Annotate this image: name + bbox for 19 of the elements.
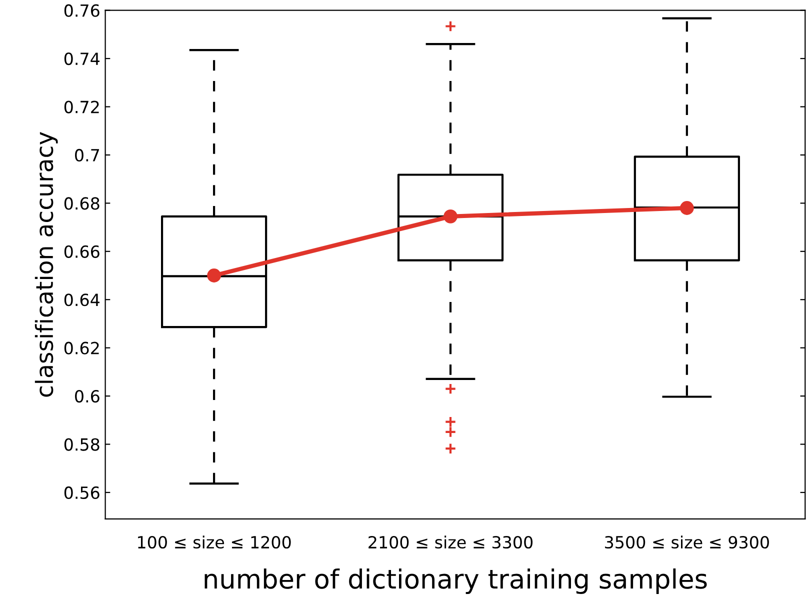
y-tick-label: 0.6 bbox=[75, 390, 100, 403]
y-tick-label: 0.7 bbox=[75, 148, 100, 162]
y-tick-label: 0.68 bbox=[64, 197, 100, 210]
y-tick-label: 0.74 bbox=[64, 52, 100, 66]
y-tick-label: 0.58 bbox=[64, 438, 100, 451]
x-axis-title: number of dictionary training samples bbox=[204, 568, 707, 594]
y-tick-label: 0.72 bbox=[64, 100, 99, 114]
x-tick-label: 2100 ≤ size ≤ 3300 bbox=[368, 536, 533, 549]
y-tick-label: 0.64 bbox=[64, 294, 100, 306]
y-tick-label: 0.62 bbox=[64, 342, 99, 354]
x-tick-label: 100 ≤ size ≤ 1200 bbox=[138, 536, 291, 549]
y-axis-title: classification accuracy bbox=[34, 132, 58, 397]
y-tick-label: 0.56 bbox=[64, 486, 100, 500]
point bbox=[444, 209, 458, 224]
x-tick-label: 3500 ≤ size ≤ 9300 bbox=[605, 536, 769, 549]
point bbox=[680, 201, 694, 215]
y-tick-label: 0.76 bbox=[64, 4, 100, 17]
y-tick-label: 0.66 bbox=[64, 245, 100, 258]
point bbox=[207, 268, 222, 282]
